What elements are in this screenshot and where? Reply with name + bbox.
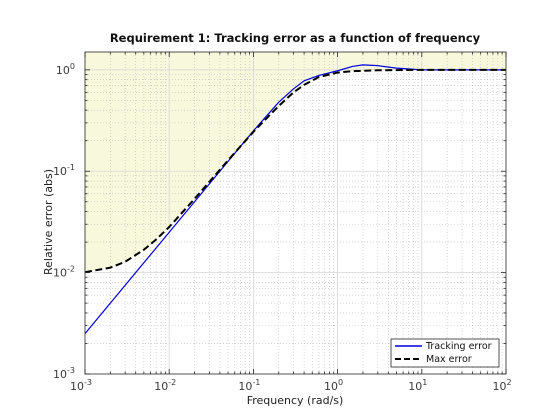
x-tick-labels: 10-3 10-2 10-1 100 101 102 <box>70 378 512 393</box>
grid-lines <box>85 52 506 374</box>
y-tick-label: 10-3 <box>53 366 75 381</box>
x-tick-label: 101 <box>408 378 427 393</box>
legend-box <box>390 338 500 368</box>
y-tick-label: 10-2 <box>53 265 75 280</box>
y-axis-label: Relative error (abs) <box>42 169 55 275</box>
legend-label-max-error: Max error <box>426 354 472 365</box>
axis-ticks <box>84 52 507 375</box>
x-tick-label: 10-2 <box>154 378 176 393</box>
shaded-region <box>85 52 506 273</box>
chart-title: Requirement 1: Tracking error as a funct… <box>110 31 481 45</box>
y-tick-label: 10-1 <box>53 163 75 178</box>
x-axis-label: Frequency (rad/s) <box>247 394 344 407</box>
tracking-error-line <box>84 64 506 335</box>
legend-label-tracking-error: Tracking error <box>425 341 492 352</box>
legend: Tracking error Max error <box>390 338 500 368</box>
x-tick-label: 102 <box>492 378 511 393</box>
max-error-line <box>84 68 506 274</box>
y-tick-labels: 10-3 10-2 10-1 100 <box>53 62 75 381</box>
x-tick-label: 10-3 <box>70 378 92 393</box>
plot-area: 10-3 10-2 10-1 100 101 102 10-3 10-2 10-1 100 <box>53 51 512 393</box>
y-tick-label: 100 <box>56 62 75 77</box>
x-tick-label: 10-1 <box>238 378 260 393</box>
x-tick-label: 100 <box>324 378 343 393</box>
plot-frame <box>84 51 507 375</box>
